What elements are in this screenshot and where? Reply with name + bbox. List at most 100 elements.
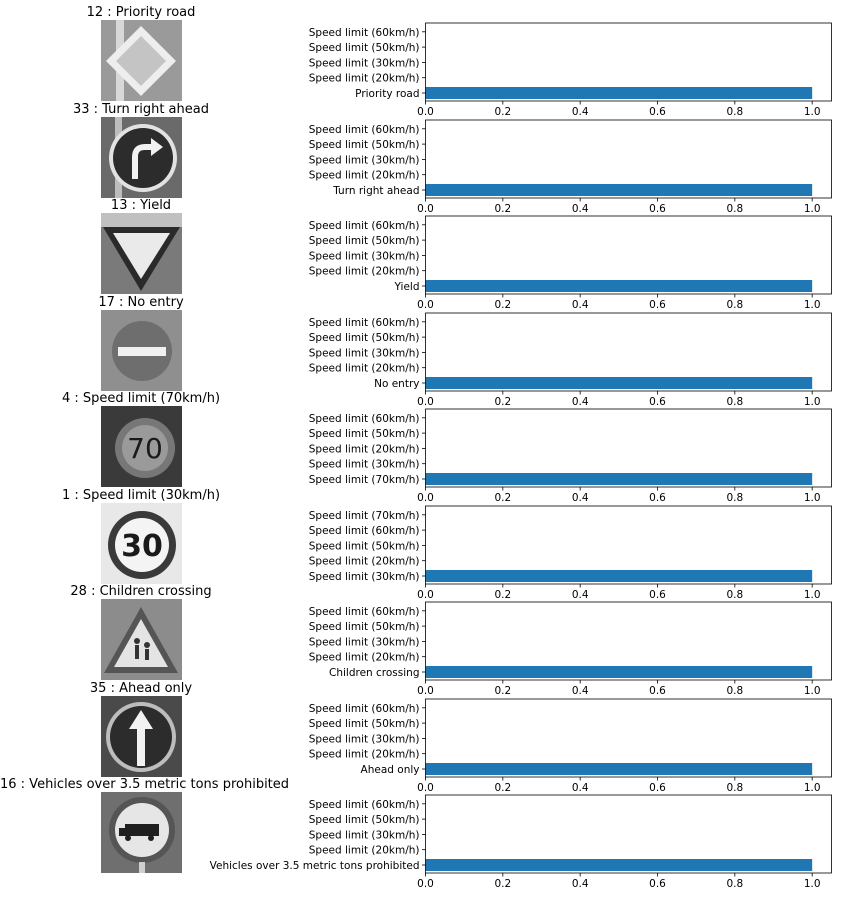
probability-bar [425,376,813,389]
x-tick-label: 0.0 [417,782,434,794]
x-tick-label: 0.4 [572,878,589,890]
probability-bar [425,859,813,871]
x-tick-label: 0.0 [417,106,434,118]
x-tick-label: 1.0 [804,492,821,504]
y-tick-label: Speed limit (50km/h) [309,332,420,344]
x-tick-label: 1.0 [804,299,821,311]
x-tick-label: 0.6 [649,589,666,601]
speed-limit-30-sign-icon: 30 [101,502,182,584]
x-tick-label: 0.8 [726,299,743,311]
x-tick-label: 1.0 [804,782,821,794]
y-tick-label: Speed limit (30km/h) [309,347,420,359]
prediction-row: 33 : Turn right ahead Turn right ahead Spe… [0,97,842,215]
speed-limit-70-sign-icon: 70 [101,406,182,487]
sign-title: 13 : Yield [110,198,172,213]
y-tick-label: Speed limit (30km/h) [309,250,420,262]
y-tick-label: Speed limit (30km/h) [309,829,420,841]
probability-bar-chart: Ahead only Speed limit (20km/h) Speed limi… [309,698,832,794]
x-tick-label: 0.8 [726,203,743,215]
x-tick-label: 0.0 [417,878,434,890]
y-tick-label: Speed limit (20km/h) [309,362,420,374]
probability-bar-chart: Priority road Speed limit (20km/h) Speed l… [309,22,832,118]
y-tick-label: Speed limit (50km/h) [309,814,420,826]
x-tick-label: 1.0 [804,106,821,118]
sign-title: 17 : No entry [98,294,184,310]
y-tick-label: Speed limit (20km/h) [309,73,420,85]
x-tick-label: 0.4 [572,203,589,215]
x-tick-label: 0.4 [572,106,589,118]
prediction-row: 1 : Speed limit (30km/h) 30 Speed limit (3… [0,483,842,601]
x-tick-label: 1.0 [804,878,821,890]
x-tick-label: 0.2 [494,782,511,794]
y-tick-label: Speed limit (20km/h) [309,266,420,278]
x-tick-label: 0.6 [649,299,666,311]
y-tick-label: No entry [374,378,419,390]
y-tick-label: Speed limit (30km/h) [309,733,420,745]
y-tick-label: Speed limit (60km/h) [309,413,420,425]
x-tick-label: 0.0 [417,492,434,504]
x-tick-label: 0.8 [726,589,743,601]
x-tick-label: 1.0 [804,203,821,215]
y-tick-label: Speed limit (20km/h) [309,652,420,664]
x-tick-label: 0.8 [726,782,743,794]
y-tick-label: Speed limit (60km/h) [309,123,420,135]
x-tick-label: 0.4 [572,492,589,504]
x-tick-label: 0.2 [494,203,511,215]
probability-bar-chart: Turn right ahead Speed limit (20km/h) Spee… [309,119,832,215]
y-tick-label: Speed limit (20km/h) [309,443,420,455]
y-tick-label: Speed limit (20km/h) [309,845,420,857]
x-tick-label: 0.8 [726,106,743,118]
x-tick-label: 0.6 [649,685,666,697]
y-tick-label: Speed limit (50km/h) [309,540,420,552]
y-tick-label: Speed limit (20km/h) [309,555,420,567]
y-tick-label: Priority road [355,88,419,100]
x-tick-label: 0.2 [494,685,511,697]
probability-bar-chart: Speed limit (70km/h) Speed limit (30km/h)… [309,408,832,504]
x-tick-label: 1.0 [804,396,821,408]
sign-title: 28 : Children crossing [70,584,212,599]
x-tick-label: 1.0 [804,589,821,601]
y-tick-label: Speed limit (30km/h) [309,459,420,471]
no-entry-sign-icon [101,309,182,391]
yield-sign-icon [101,213,182,294]
y-tick-label: Speed limit (30km/h) [309,571,420,583]
y-tick-label: Speed limit (50km/h) [309,428,420,440]
prediction-row: 28 : Children crossing Children crossing S… [0,579,842,697]
x-tick-label: 0.6 [649,492,666,504]
x-tick-label: 1.0 [804,685,821,697]
x-tick-label: 0.0 [417,396,434,408]
x-tick-label: 0.0 [417,685,434,697]
x-tick-label: 0.4 [572,685,589,697]
vehicles-over-3-5-tons-prohibited-sign-icon [101,792,182,873]
sign-title: 33 : Turn right ahead [73,101,209,117]
probability-bar-chart: Children crossing Speed limit (20km/h) Spe… [309,601,832,697]
x-tick-label: 0.2 [494,589,511,601]
x-tick-label: 0.4 [572,589,589,601]
y-tick-label: Speed limit (70km/h) [309,474,420,486]
x-tick-label: 0.4 [572,782,589,794]
sign-title: 16 : Vehicles over 3.5 metric tons prohi… [0,777,290,792]
y-tick-label: Speed limit (60km/h) [309,27,420,39]
prediction-row: 35 : Ahead only Ahead only Speed limit (20… [0,676,842,794]
ahead-only-sign-icon [101,695,182,777]
x-tick-label: 0.2 [494,299,511,311]
x-tick-label: 0.8 [726,396,743,408]
y-tick-label: Speed limit (50km/h) [309,621,420,633]
sign-title: 35 : Ahead only [89,680,193,696]
y-tick-label: Speed limit (60km/h) [309,220,420,232]
x-tick-label: 0.8 [726,492,743,504]
probability-bar-chart: No entry Speed limit (20km/h) Speed limit … [309,312,832,408]
probability-bar [425,569,813,582]
y-tick-label: Turn right ahead [332,185,419,197]
svg-text:30: 30 [121,529,163,564]
prediction-row: 16 : Vehicles over 3.5 metric tons prohi… [0,772,842,890]
y-tick-label: Speed limit (20km/h) [309,169,420,181]
turn-right-ahead-sign-icon [101,116,182,198]
y-tick-label: Speed limit (30km/h) [309,57,420,69]
x-tick-label: 0.0 [417,589,434,601]
svg-text:70: 70 [127,432,163,465]
y-tick-label: Children crossing [329,667,420,679]
y-tick-label: Speed limit (20km/h) [309,748,420,760]
x-tick-label: 0.2 [494,492,511,504]
x-tick-label: 0.6 [649,106,666,118]
